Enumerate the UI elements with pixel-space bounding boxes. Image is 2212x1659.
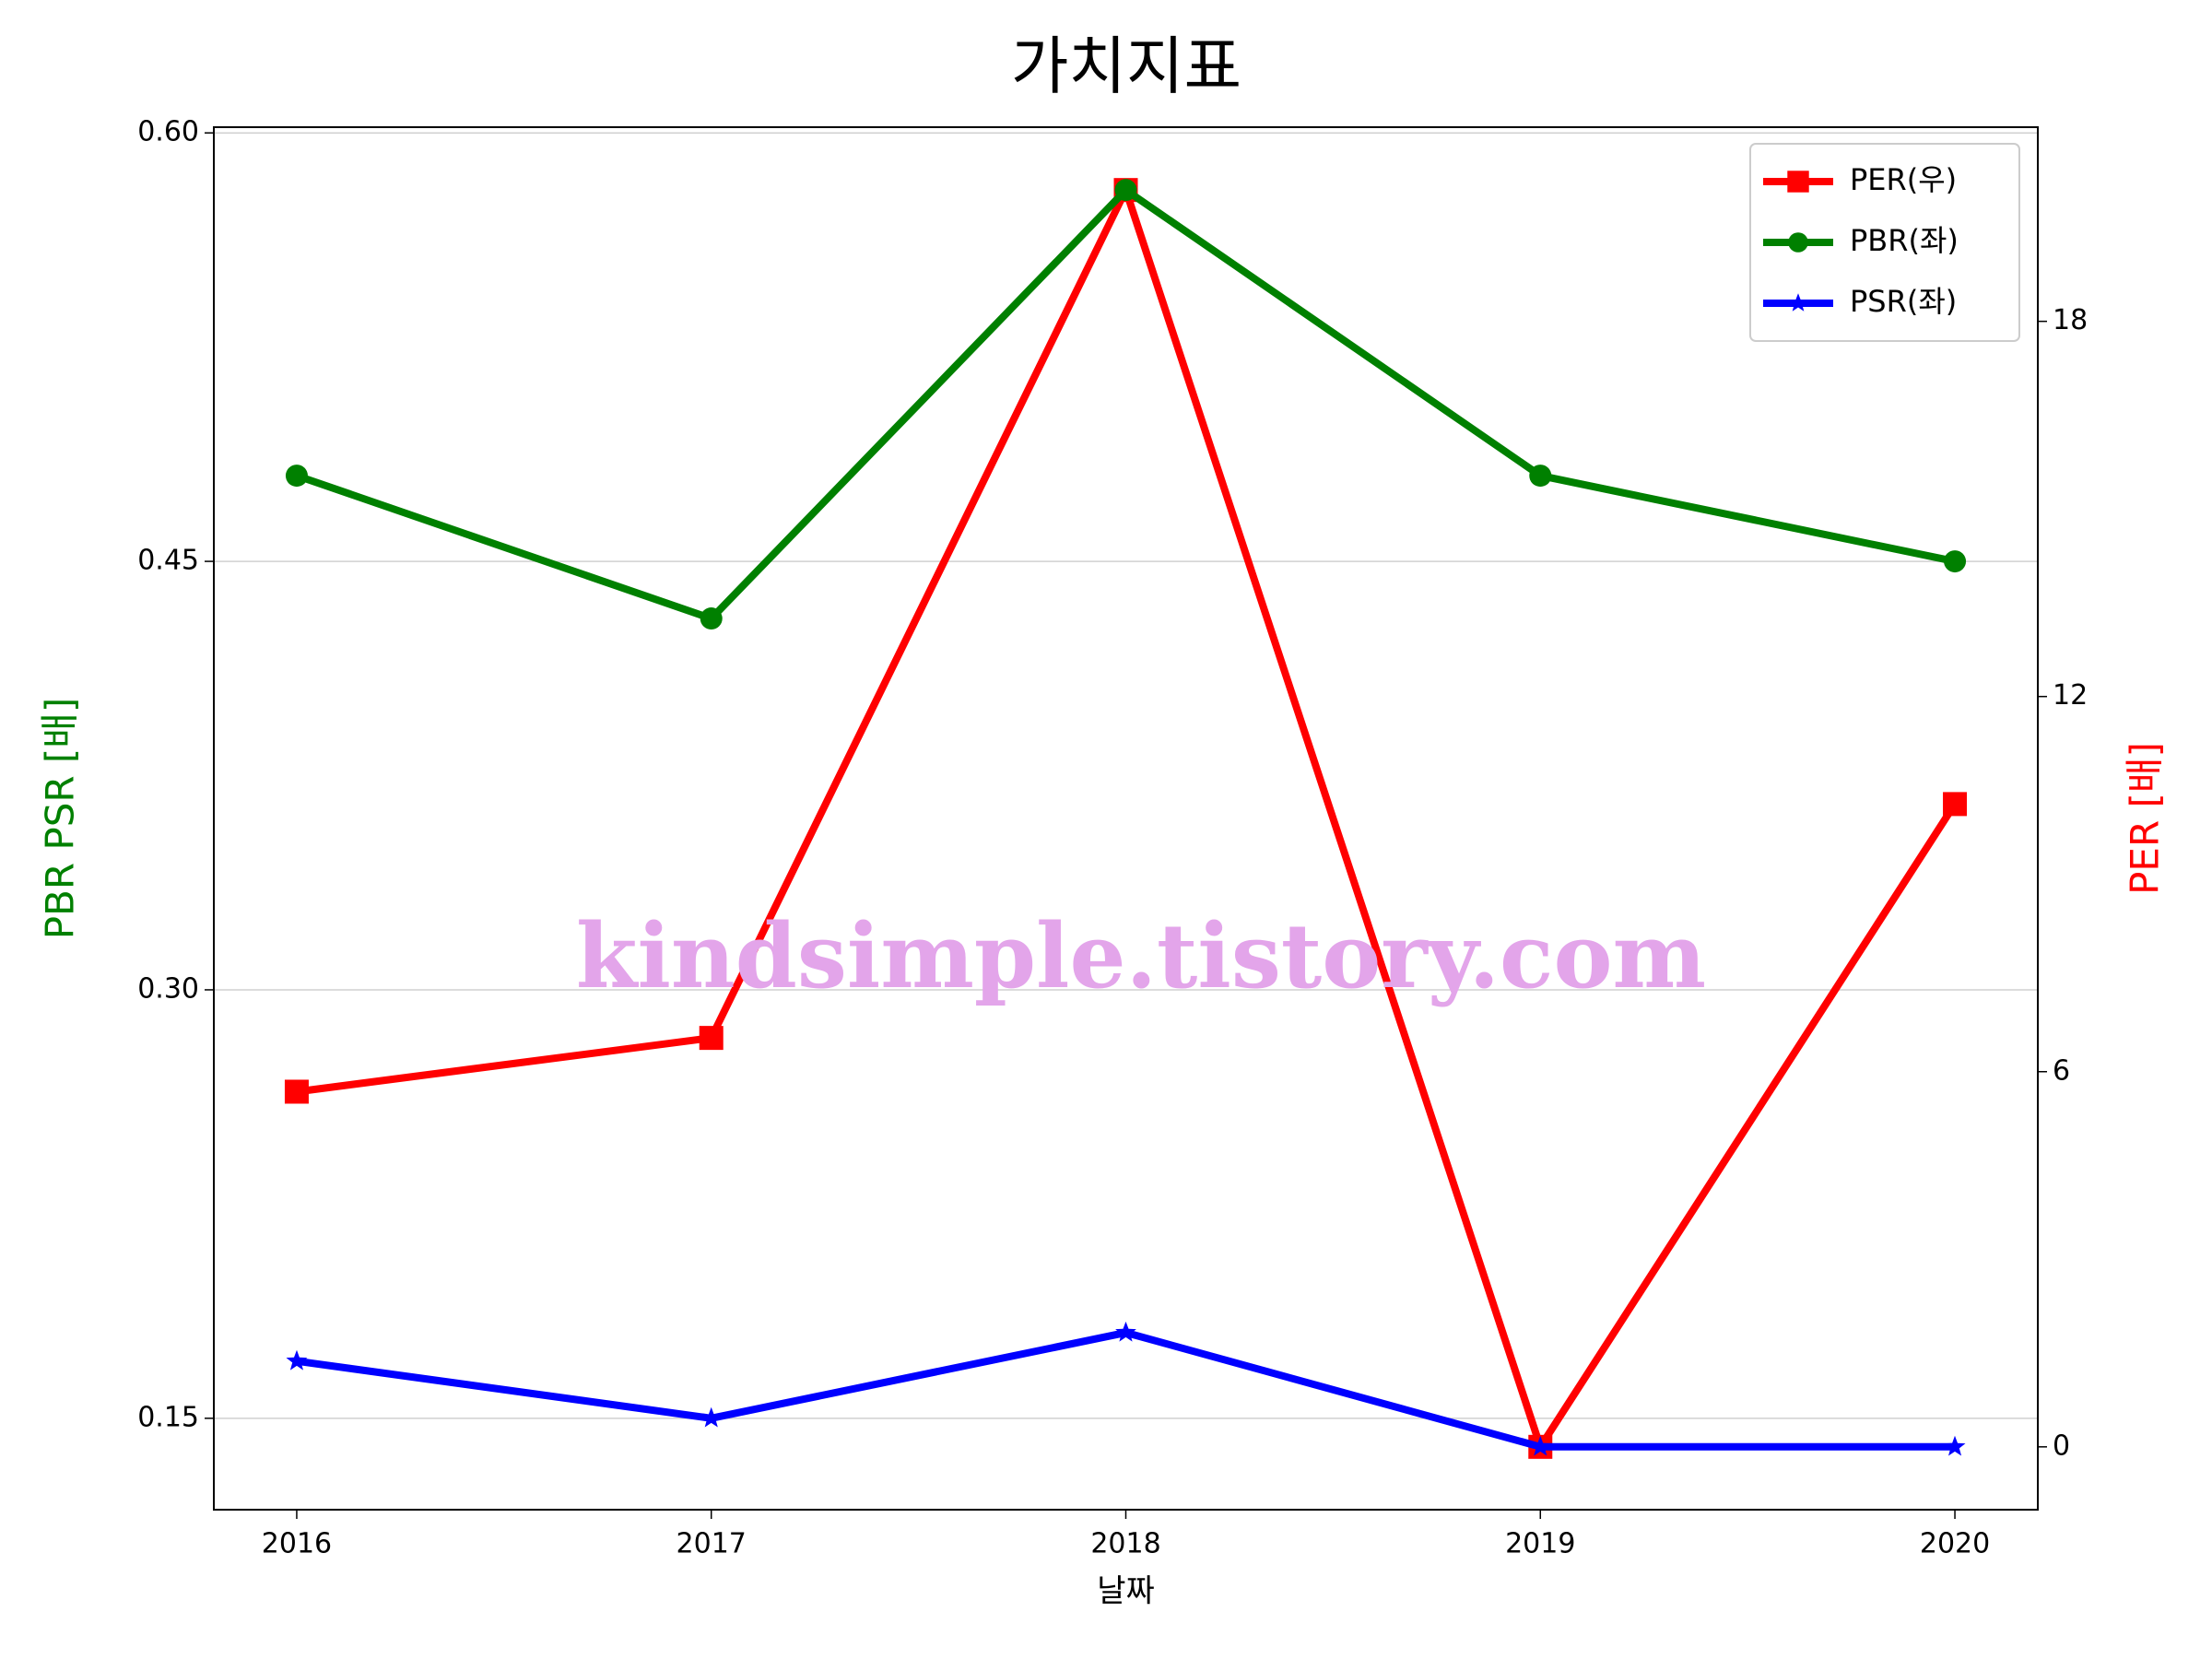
marker	[1944, 1435, 1966, 1456]
chart-title: 가치지표	[1011, 31, 1241, 104]
legend-box	[1749, 143, 2020, 342]
x-tick-label: 2016	[262, 1528, 332, 1560]
legend-label: PER(우)	[1850, 162, 1957, 197]
y2-axis-label: PER [배]	[2123, 742, 2168, 895]
marker	[700, 1406, 723, 1428]
marker	[285, 465, 308, 488]
legend: PER(우) PBR(좌) PSR(좌)	[1749, 143, 2020, 342]
y-axis-label: PBR PSR [배]	[38, 698, 83, 940]
marker	[699, 1026, 724, 1051]
y2-tick-label: 0	[2053, 1430, 2070, 1462]
plot-frame	[213, 126, 2039, 1511]
x-tick-label: 2020	[1920, 1528, 1990, 1560]
y-tick-label: 0.45	[137, 545, 199, 577]
marker	[700, 607, 723, 630]
marker	[284, 1079, 309, 1104]
marker	[1114, 179, 1137, 202]
marker	[1529, 465, 1552, 488]
y-tick-label: 0.60	[137, 116, 199, 148]
marker	[286, 1349, 308, 1371]
marker	[1787, 171, 1809, 193]
x-axis-label: 날짜	[1097, 1573, 1155, 1610]
y2-tick-label: 6	[2053, 1054, 2070, 1087]
x-tick-label: 2019	[1505, 1528, 1575, 1560]
legend-label: PSR(좌)	[1850, 284, 1957, 319]
marker	[1944, 550, 1967, 573]
x-tick-label: 2018	[1090, 1528, 1160, 1560]
legend-label: PBR(좌)	[1850, 223, 1959, 258]
x-tick-label: 2017	[677, 1528, 747, 1560]
watermark: kindsimple.tistory.com	[576, 904, 1706, 1008]
marker	[1115, 1321, 1136, 1342]
marker	[1788, 293, 1808, 312]
y-tick-label: 0.15	[137, 1401, 199, 1433]
y2-tick-label: 18	[2053, 304, 2088, 336]
marker	[1788, 232, 1808, 253]
y2-tick-label: 12	[2053, 679, 2088, 712]
marker	[1943, 792, 1968, 817]
y-tick-label: 0.30	[137, 972, 199, 1005]
marker	[1529, 1435, 1551, 1456]
